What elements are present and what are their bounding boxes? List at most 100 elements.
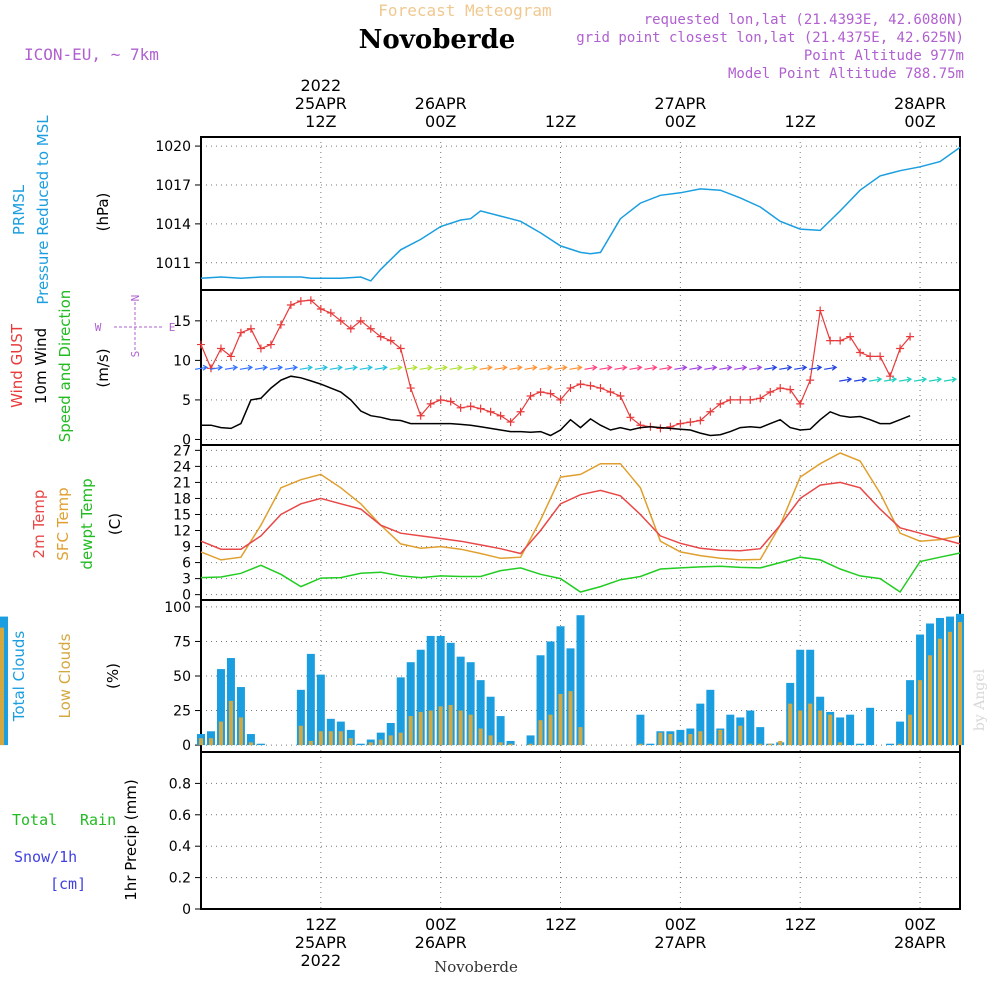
low-cloud-bar: [658, 732, 663, 746]
total-cloud-bar: [246, 734, 255, 746]
low-cloud-bar: [498, 742, 503, 746]
top-time-label: 12Z: [305, 112, 336, 131]
low-cloud-bar: [548, 714, 553, 746]
gust-point: [216, 344, 225, 353]
total-cloud-bar: [696, 703, 705, 746]
gust-point: [736, 395, 745, 404]
gust-point: [566, 384, 575, 393]
gust-point: [806, 376, 815, 385]
wind-arrow-icon: [494, 364, 508, 371]
gust-point: [516, 407, 525, 416]
cloud-unit: (%): [104, 663, 122, 689]
point-altitude: Point Altitude 977m: [804, 48, 964, 64]
low-cloud-bar: [448, 705, 453, 746]
ytick-label: 1011: [155, 256, 191, 272]
gust-point: [586, 381, 595, 390]
gust-point: [666, 422, 675, 431]
gust-point: [276, 320, 285, 329]
gust-point: [606, 388, 615, 397]
low-cloud-bar: [378, 739, 383, 746]
low-cloud-bar: [248, 742, 253, 746]
gust-point: [826, 336, 835, 345]
ytick-label: 21: [173, 475, 191, 491]
gust-point: [456, 403, 465, 412]
wind-arrow-icon: [824, 364, 838, 371]
ytick-label: 12: [173, 524, 191, 540]
requested-coords: requested lon,lat (21.4393E, 42.6080N): [644, 12, 964, 28]
gust-point: [197, 340, 205, 349]
low-cloud-bar: [348, 738, 353, 746]
wind-arrow-icon: [644, 364, 658, 371]
total-cloud-bar: [506, 740, 515, 746]
wind-arrow-icon: [539, 364, 553, 371]
total-cloud-bar: [866, 707, 875, 746]
cloud-label-total: Total Clouds: [10, 631, 28, 723]
wind-arrow-icon: [569, 364, 583, 371]
low-cloud-bar: [368, 742, 373, 746]
bottom-time-label: 25APR: [295, 933, 347, 952]
panel-frame: [200, 751, 961, 910]
location-title: Novoberde: [359, 25, 516, 55]
total-cloud-bar: [906, 680, 915, 746]
gust-point: [306, 296, 315, 305]
pressure-panel: 1011 1014 1017 1020: [155, 136, 961, 291]
top-time-label: 12Z: [545, 112, 576, 131]
total-cloud-bar: [426, 635, 435, 746]
temp-label-dewpt: dewpt Temp: [78, 478, 96, 569]
low-cloud-bar: [528, 743, 533, 746]
wind-arrow-icon: [449, 364, 463, 371]
pressure-labels: PRMSL Pressure Reduced to MSL (hPa): [10, 115, 112, 305]
low-cloud-bar: [838, 742, 843, 746]
low-cloud-bar: [488, 735, 493, 746]
low-cloud-bar: [199, 738, 203, 746]
ytick-label: 0.2: [169, 871, 191, 887]
bottom-time-label: 28APR: [894, 933, 946, 952]
total-cloud-bar: [496, 716, 505, 746]
wind-arrow-icon: [689, 364, 703, 371]
total-cloud-bar: [856, 743, 865, 746]
low-cloud-bar: [768, 743, 773, 746]
ytick-label: 3: [182, 572, 191, 588]
gust-point: [406, 384, 415, 393]
low-cloud-bar: [678, 742, 683, 746]
low-cloud-bar: [958, 622, 962, 746]
total-cloud-bar: [386, 722, 395, 746]
wind-arrow-icon: [404, 364, 418, 371]
total-cloud-bar: [346, 729, 355, 746]
total-cloud-bar: [476, 680, 485, 746]
wind-arrow-icon: [928, 376, 943, 383]
wind-arrow-icon: [224, 364, 239, 371]
grid-point-coords: grid point closest lon,lat (21.4375E, 42…: [576, 30, 964, 46]
low-cloud-bar: [208, 738, 213, 746]
total-cloud-bar: [296, 689, 305, 746]
temp-label-2m: 2m Temp: [30, 490, 48, 559]
low-cloud-bar: [218, 721, 223, 746]
gust-point: [426, 399, 435, 408]
total-cloud-bar: [676, 729, 685, 746]
wind-arrow-icon: [674, 364, 688, 371]
compass-w: W: [95, 321, 102, 334]
gust-line: [200, 299, 911, 430]
gust-point: [246, 324, 255, 333]
gust-point: [336, 316, 345, 325]
gust-point: [576, 380, 585, 389]
bottom-time-label: 00Z: [665, 915, 696, 934]
gust-point: [846, 332, 855, 341]
wind-arrow-icon: [719, 364, 733, 371]
wind-arrow-icon: [284, 364, 299, 371]
ytick-label: 18: [173, 491, 191, 507]
low-cloud-bar: [748, 743, 753, 746]
ytick-label: 15: [173, 314, 191, 330]
gust-point: [266, 340, 275, 349]
total-cloud-bar: [526, 735, 535, 746]
gust-point: [706, 407, 715, 416]
ytick-label: 0: [182, 738, 191, 754]
ytick-label: 75: [173, 634, 191, 650]
gust-point: [556, 395, 565, 404]
top-time-label: 00Z: [665, 112, 696, 131]
low-cloud-bar: [408, 716, 413, 746]
low-cloud-bar: [438, 706, 443, 746]
wind-arrow-icon: [913, 376, 928, 383]
